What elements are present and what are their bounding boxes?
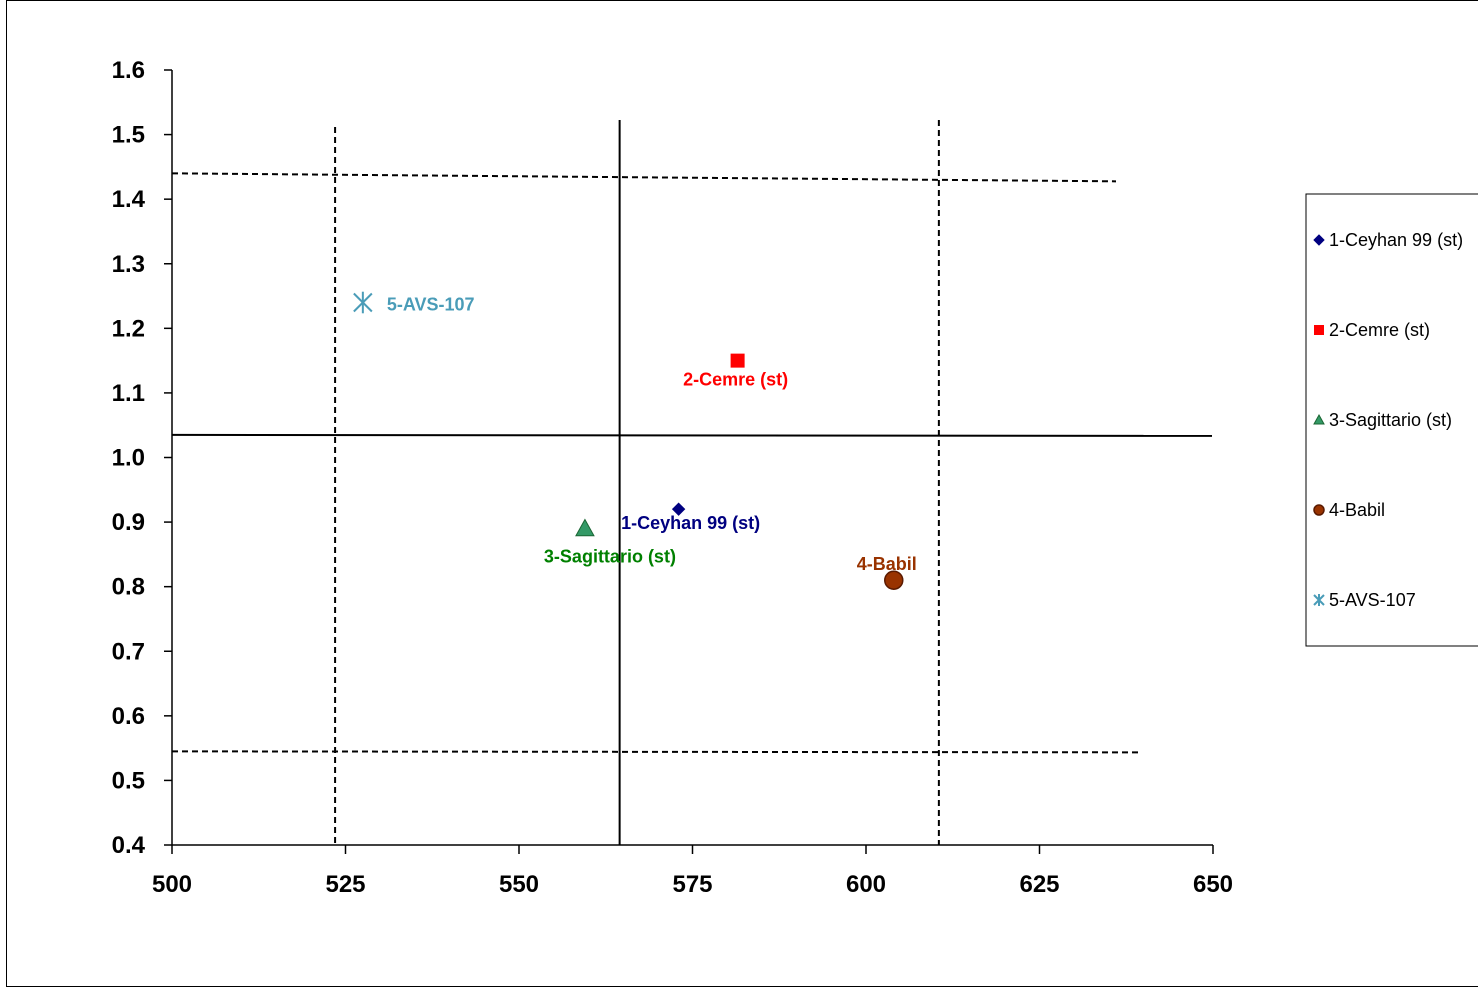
square-marker [1314,325,1324,335]
reference-lines [171,120,1213,845]
chart-frame [6,0,1478,987]
y-tick-label: 0.4 [112,832,146,859]
legend-item: 5-AVS-107 [1313,590,1416,610]
asterisk-marker [353,291,373,314]
legend-item: 3-Sagittario (st) [1313,410,1452,430]
y-tick-label: 1.4 [112,186,146,213]
x-tick-label: 500 [152,871,192,898]
data-point: 5-AVS-107 [353,291,475,315]
circle-marker [1313,504,1325,516]
y-tick-label: 0.6 [112,703,145,730]
x-tick-label: 575 [672,871,712,898]
data-point: 4-Babil [857,554,917,590]
data-label: 5-AVS-107 [387,295,475,315]
legend-item: 4-Babil [1313,500,1385,520]
lower-horizontal-dashed-line [171,750,1141,754]
y-tick-label: 0.7 [112,638,145,665]
legend-label: 1-Ceyhan 99 (st) [1329,230,1463,250]
legend-label: 4-Babil [1329,500,1385,520]
data-point: 2-Cemre (st) [683,353,788,390]
asterisk-marker [1313,594,1325,606]
triangle-marker [575,518,595,537]
diamond-marker [671,502,686,516]
legend-box [1305,193,1478,647]
data-label: 2-Cemre (st) [683,370,788,390]
mean-horizontal-line [171,433,1213,437]
data-point: 3-Sagittario (st) [544,518,676,567]
y-tick-label: 1.5 [112,122,145,149]
data-point: 1-Ceyhan 99 (st) [621,502,760,533]
square-marker [730,353,745,368]
y-tick-label: 1.6 [112,57,145,84]
y-tick-label: 0.9 [112,509,145,536]
legend-item: 1-Ceyhan 99 (st) [1313,230,1463,250]
x-tick-label: 600 [846,871,886,898]
data-label: 3-Sagittario (st) [544,547,676,567]
data-label: 4-Babil [857,554,917,574]
y-tick-label: 1.3 [112,251,145,278]
legend-item: 2-Cemre (st) [1314,320,1430,340]
y-tick-label: 1.2 [112,315,145,342]
legend-label: 2-Cemre (st) [1329,320,1430,340]
diamond-marker [1313,234,1325,246]
data-label: 1-Ceyhan 99 (st) [621,513,760,533]
circle-marker [884,570,904,590]
y-tick-label: 1.0 [112,445,145,472]
legend-label: 3-Sagittario (st) [1329,410,1452,430]
x-tick-label: 550 [499,871,539,898]
x-tick-label: 625 [1019,871,1059,898]
x-tick-label: 650 [1193,871,1233,898]
y-tick-label: 1.1 [112,380,145,407]
legend-label: 5-AVS-107 [1329,590,1416,610]
triangle-marker [1313,413,1325,425]
y-tick-label: 0.5 [112,767,145,794]
axes: 0.4 0.5 0.6 0.7 0.8 0.9 1.0 1.1 1.2 1.3 1.4 1.5 1.6 5… [112,57,1233,898]
x-tick-label: 525 [325,871,365,898]
upper-horizontal-dashed-line [171,172,1117,183]
legend: 1-Ceyhan 99 (st) 2-Cemre (st) 3-Sagittario… [1305,193,1478,647]
data-points: 1-Ceyhan 99 (st) 2-Cemre (st) 3-Sagittario… [353,291,917,590]
y-tick-label: 0.8 [112,574,145,601]
